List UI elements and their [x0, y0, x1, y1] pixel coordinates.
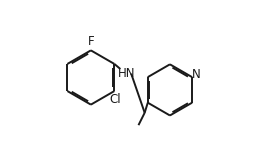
Text: HN: HN [118, 67, 135, 80]
Text: N: N [192, 68, 201, 81]
Text: Cl: Cl [109, 93, 121, 106]
Text: F: F [88, 35, 94, 48]
